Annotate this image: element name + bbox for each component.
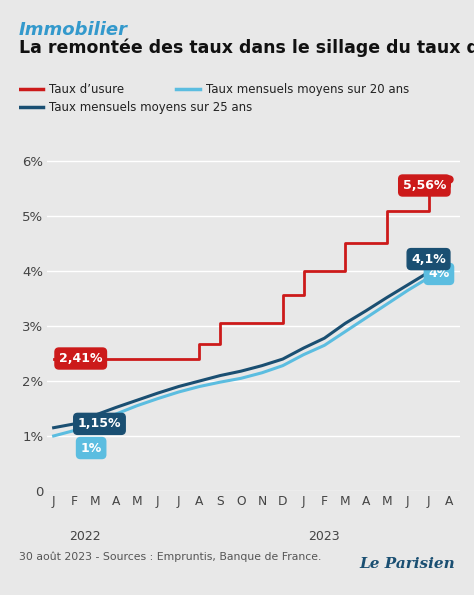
Text: Taux mensuels moyens sur 20 ans: Taux mensuels moyens sur 20 ans: [207, 83, 410, 96]
Text: Taux mensuels moyens sur 25 ans: Taux mensuels moyens sur 25 ans: [49, 101, 253, 114]
Text: 4%: 4%: [428, 267, 449, 280]
Text: 2,41%: 2,41%: [59, 352, 102, 365]
Text: 1,15%: 1,15%: [78, 417, 121, 430]
Text: Immobilier: Immobilier: [19, 21, 128, 39]
Text: 5,56%: 5,56%: [403, 179, 446, 192]
Text: 2023: 2023: [309, 530, 340, 543]
Text: Le Parisien: Le Parisien: [359, 557, 455, 571]
Text: 4,1%: 4,1%: [411, 253, 446, 265]
Text: Taux d’usure: Taux d’usure: [49, 83, 125, 96]
Text: La remontée des taux dans le sillage du taux d’usure: La remontée des taux dans le sillage du …: [19, 39, 474, 57]
Text: 2022: 2022: [69, 530, 100, 543]
Text: 30 août 2023 - Sources : Empruntis, Banque de France.: 30 août 2023 - Sources : Empruntis, Banq…: [19, 552, 321, 562]
Text: 1%: 1%: [81, 441, 102, 455]
